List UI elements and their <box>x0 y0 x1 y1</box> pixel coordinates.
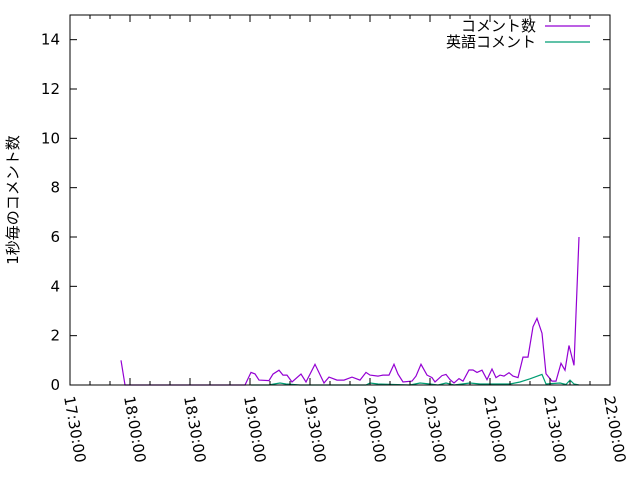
y-tick-label: 2 <box>50 327 60 345</box>
plot-frame <box>69 14 611 386</box>
x-tick-label: 22:00:00 <box>600 395 629 464</box>
y-tick-label: 10 <box>41 129 60 147</box>
legend-label: コメント数 <box>461 17 536 35</box>
x-tick-label: 20:00:00 <box>360 395 389 464</box>
axis-ticks: 0 2 4 6 8 10 12 14 17:30:00 18:00:00 18:30:00 19:00… <box>41 15 629 464</box>
plot-marks <box>120 236 580 386</box>
x-tick-label: 18:00:00 <box>120 395 149 464</box>
y-axis-label: 1秒毎のコメント数 <box>4 135 22 265</box>
x-tick-label: 21:00:00 <box>480 395 509 464</box>
y-tick-label: 14 <box>41 31 60 49</box>
y-tick-label: 0 <box>50 376 60 394</box>
x-tick-label: 18:30:00 <box>180 395 209 464</box>
series-line-0 <box>120 236 580 386</box>
x-tick-label: 21:30:00 <box>540 395 569 464</box>
x-tick-label: 17:30:00 <box>60 395 89 464</box>
y-tick-label: 4 <box>50 277 60 295</box>
y-tick-label: 6 <box>50 228 60 246</box>
y-tick-label: 12 <box>41 80 60 98</box>
legend-label: 英語コメント <box>446 33 536 51</box>
x-tick-label: 20:30:00 <box>420 395 449 464</box>
x-tick-label: 19:00:00 <box>240 395 269 464</box>
x-tick-label: 19:30:00 <box>300 395 329 464</box>
y-tick-label: 8 <box>50 179 60 197</box>
